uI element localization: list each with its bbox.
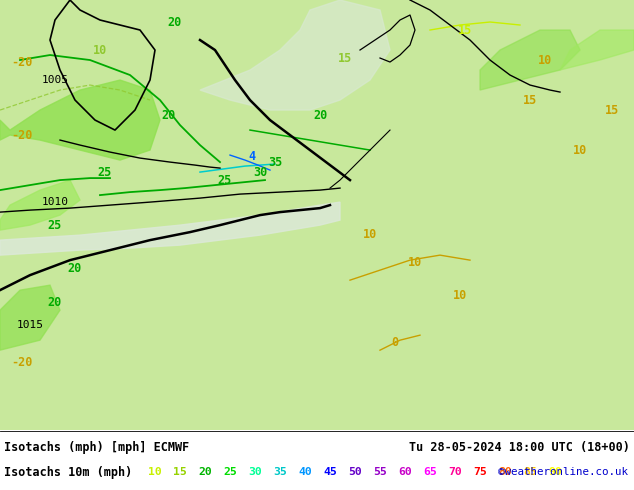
Polygon shape (200, 0, 390, 110)
Text: 70: 70 (448, 467, 462, 477)
Text: 1015: 1015 (16, 320, 44, 330)
Text: 15: 15 (173, 467, 187, 477)
Text: Tu 28-05-2024 18:00 UTC (18+00): Tu 28-05-2024 18:00 UTC (18+00) (409, 441, 630, 454)
Text: 25: 25 (218, 173, 232, 187)
Text: 30: 30 (253, 166, 267, 178)
Text: 60: 60 (398, 467, 412, 477)
Text: 15: 15 (338, 51, 352, 65)
Text: 25: 25 (223, 467, 237, 477)
Text: 20: 20 (198, 467, 212, 477)
Text: 10: 10 (93, 44, 107, 56)
Text: 35: 35 (268, 156, 282, 169)
Text: 4: 4 (249, 149, 256, 163)
Text: 20: 20 (48, 295, 62, 309)
Polygon shape (0, 180, 80, 230)
Text: 50: 50 (348, 467, 362, 477)
Text: 15: 15 (458, 24, 472, 37)
Text: 10: 10 (148, 467, 162, 477)
Text: 55: 55 (373, 467, 387, 477)
Text: -20: -20 (11, 128, 33, 142)
Text: 30: 30 (248, 467, 262, 477)
Text: 25: 25 (48, 219, 62, 232)
Text: 10: 10 (453, 289, 467, 302)
Text: 15: 15 (605, 103, 619, 117)
Text: Isotachs (mph) [mph] ECMWF: Isotachs (mph) [mph] ECMWF (4, 441, 190, 454)
Text: 10: 10 (408, 256, 422, 269)
Text: 65: 65 (423, 467, 437, 477)
Text: 10: 10 (573, 144, 587, 157)
Text: 40: 40 (298, 467, 312, 477)
Text: 35: 35 (273, 467, 287, 477)
Text: Isotachs 10m (mph): Isotachs 10m (mph) (4, 466, 133, 479)
Text: ©weatheronline.co.uk: ©weatheronline.co.uk (498, 467, 628, 477)
Text: 80: 80 (498, 467, 512, 477)
Text: 10: 10 (538, 53, 552, 67)
Text: 10: 10 (363, 228, 377, 241)
Text: 1010: 1010 (41, 197, 68, 207)
Text: 20: 20 (68, 262, 82, 274)
Text: 90: 90 (548, 467, 562, 477)
Text: 85: 85 (523, 467, 537, 477)
Polygon shape (560, 30, 634, 70)
Text: -20: -20 (11, 356, 33, 368)
Polygon shape (0, 285, 60, 350)
Polygon shape (0, 80, 160, 160)
Text: 0: 0 (391, 336, 399, 349)
Text: 25: 25 (98, 166, 112, 178)
Polygon shape (0, 202, 340, 255)
Polygon shape (480, 30, 580, 90)
Text: 75: 75 (473, 467, 487, 477)
Text: 15: 15 (523, 94, 537, 106)
Text: 20: 20 (161, 109, 175, 122)
Text: 45: 45 (323, 467, 337, 477)
Text: 20: 20 (313, 109, 327, 122)
Text: -20: -20 (11, 55, 33, 69)
Text: 1005: 1005 (41, 75, 68, 85)
Text: 20: 20 (168, 16, 182, 28)
